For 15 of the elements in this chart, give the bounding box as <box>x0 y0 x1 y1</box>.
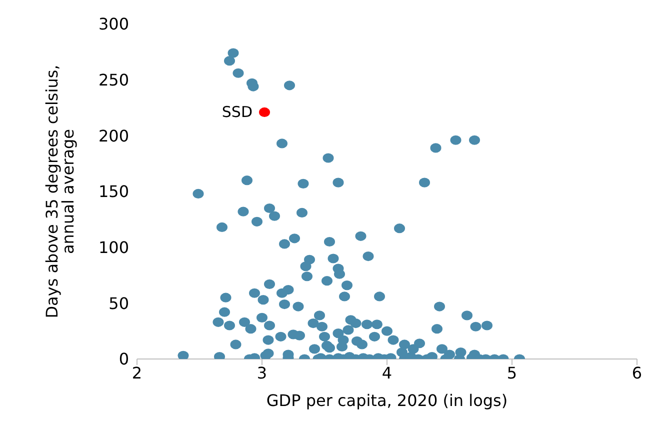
y-tick-label: 150 <box>98 182 129 202</box>
series-label: SSD <box>222 103 252 122</box>
x-tick-label: 2 <box>132 363 142 382</box>
x-tick-label: 4 <box>382 363 392 382</box>
y-axis-title: Days above 35 degrees celsius, annual average <box>42 64 78 318</box>
x-tick-label: 3 <box>256 363 268 382</box>
y-tick-label: 100 <box>98 238 129 258</box>
y-tick-label: 0 <box>118 350 129 369</box>
y-tick-label: 300 <box>98 14 129 34</box>
y-tick-label: 50 <box>108 294 129 313</box>
y-tick-label: 200 <box>98 126 129 146</box>
x-axis-title: GDP per capita, 2020 (in logs) <box>266 391 508 410</box>
x-tick-label: 6 <box>632 363 642 382</box>
x-tick-label: 5 <box>506 363 518 382</box>
y-tick-label: 250 <box>98 70 129 90</box>
